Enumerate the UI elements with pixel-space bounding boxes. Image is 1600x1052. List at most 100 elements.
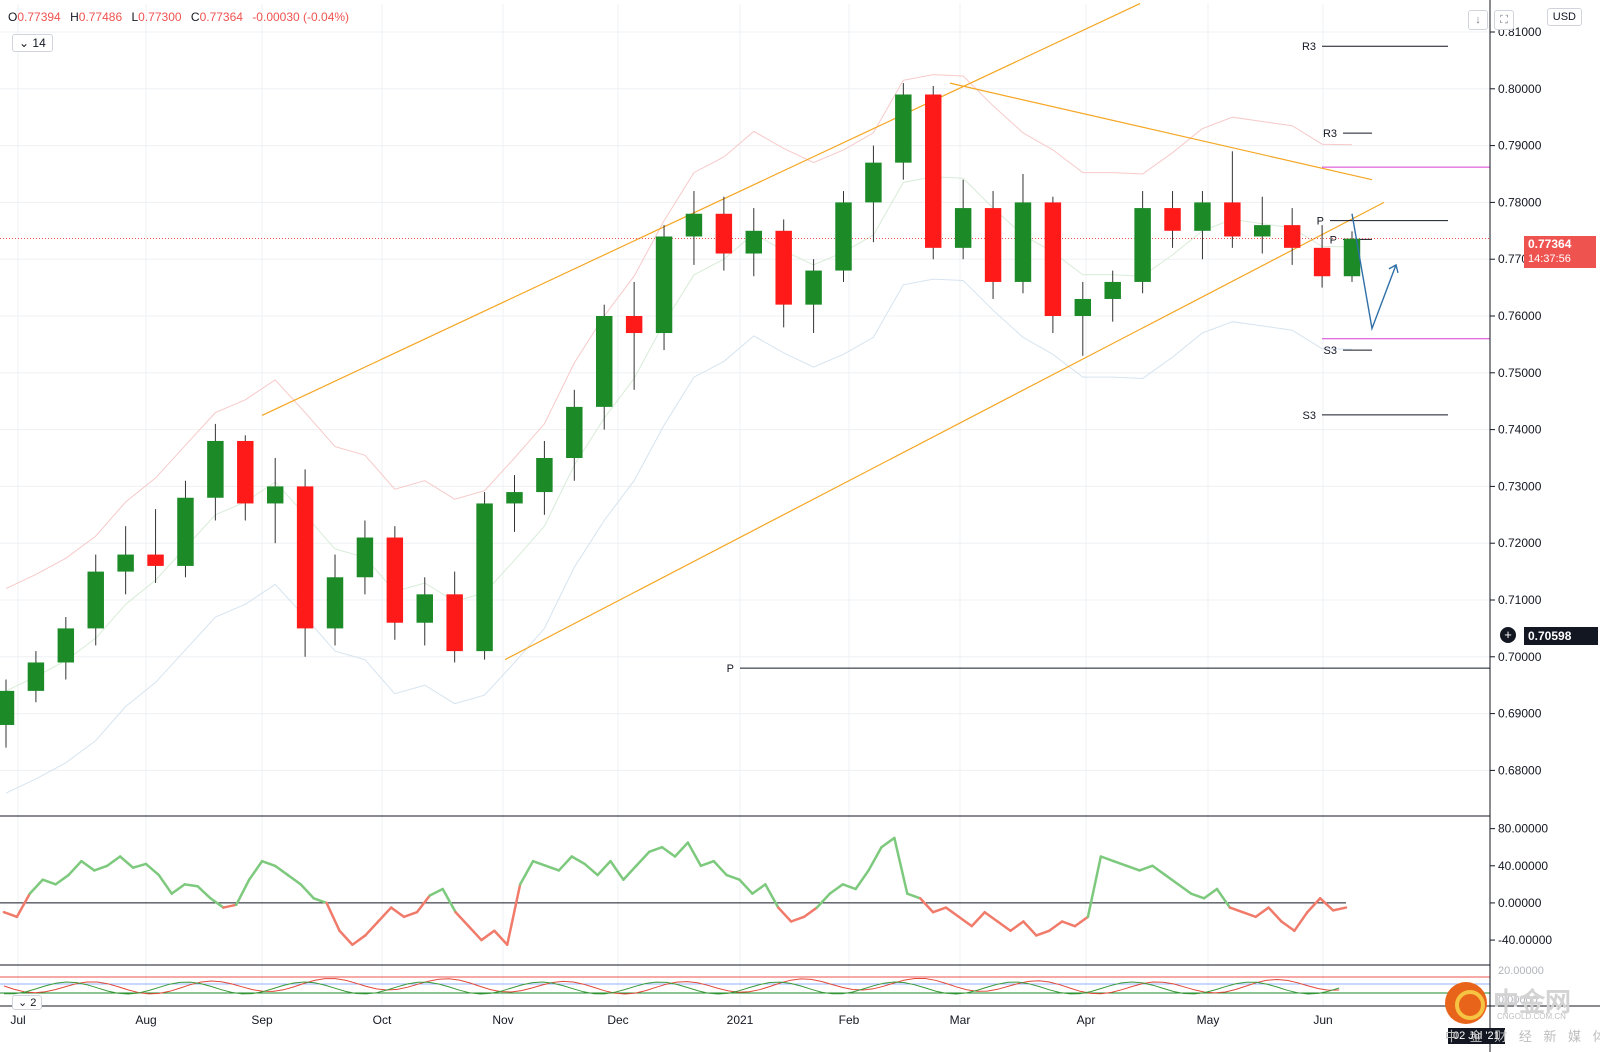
pivot-label: P — [1317, 216, 1324, 228]
candle-body — [625, 316, 643, 334]
osc-segment — [1306, 897, 1322, 914]
osc-tick-label: -40.00000 — [1498, 933, 1552, 947]
candle-body — [1134, 208, 1151, 282]
candle-body — [835, 202, 852, 271]
candle — [954, 179, 972, 260]
osc-segment — [480, 929, 496, 942]
osc-segment — [1254, 906, 1270, 919]
osc-segment — [841, 883, 857, 891]
osc-segment — [54, 873, 70, 886]
osc-segment — [1099, 855, 1115, 863]
osc-segment — [1138, 864, 1154, 872]
candle — [57, 617, 75, 680]
candle-body — [984, 208, 1002, 282]
osc-segment — [144, 862, 161, 877]
osc-segment — [312, 897, 328, 905]
osc-segment — [957, 915, 974, 928]
x-tick-label: May — [1197, 1013, 1220, 1027]
candle — [177, 480, 194, 578]
osc-segment — [609, 859, 625, 881]
currency-button[interactable]: USD — [1546, 8, 1582, 26]
osc-segment — [28, 878, 44, 895]
candles — [0, 83, 1361, 748]
candle-body — [1044, 202, 1062, 316]
candle-body — [27, 662, 45, 691]
osc-segment — [467, 924, 483, 942]
fullscreen-button[interactable]: ⛶ — [1494, 10, 1514, 30]
candle — [805, 259, 822, 334]
download-button[interactable]: ↓ — [1468, 10, 1488, 30]
open-label: O — [8, 10, 18, 24]
candle — [356, 520, 374, 595]
add-alert-button[interactable]: + — [1500, 627, 1516, 643]
osc-segment — [247, 859, 264, 881]
osc-segment — [93, 864, 109, 872]
osc-segment — [596, 859, 612, 877]
sub-indicator-period: 2 — [30, 997, 37, 1009]
osc-segment — [544, 864, 561, 872]
osc-segment — [118, 855, 135, 869]
y-tick-label: 0.72000 — [1498, 536, 1542, 550]
candle — [775, 219, 792, 328]
candle-body — [925, 94, 942, 248]
pivot-label: P — [727, 663, 734, 675]
sub-indicator-settings-button[interactable]: ⌄ 2 — [12, 995, 43, 1010]
candle — [27, 651, 45, 703]
x-tick-label: Feb — [839, 1013, 860, 1027]
osc-segment — [325, 901, 341, 933]
osc-segment — [1241, 910, 1257, 919]
osc-tick-label: 80.00000 — [1498, 822, 1548, 836]
candle-body — [1164, 208, 1181, 231]
indicator-settings-button[interactable]: ⌄ 14 — [12, 34, 53, 52]
osc-segment — [635, 850, 651, 868]
candle — [87, 554, 104, 646]
osc-segment — [789, 915, 806, 923]
osc-segment — [338, 929, 354, 946]
channel-lines — [261, 3, 1385, 661]
candle — [0, 679, 15, 748]
candle-body — [566, 406, 583, 458]
candle — [566, 389, 583, 481]
pivot-label: P — [1330, 234, 1337, 246]
candle-body — [147, 554, 164, 566]
candle — [925, 85, 942, 260]
channel-lower-line — [504, 201, 1385, 661]
candle-body — [805, 270, 822, 305]
candle — [625, 281, 643, 390]
y-tick-label: 0.75000 — [1498, 366, 1542, 380]
pivot-label: S3 — [1324, 345, 1337, 357]
candle — [865, 145, 882, 243]
candle-body — [326, 577, 344, 629]
pivot-label: S3 — [1303, 410, 1316, 422]
x-tick-label: Mar — [950, 1013, 971, 1027]
osc-segment — [583, 862, 599, 877]
sub-series-line — [3, 978, 1340, 995]
sub-series-line — [4, 981, 1340, 995]
candle-body — [1224, 202, 1241, 237]
osc-segment — [235, 878, 251, 907]
osc-segment — [454, 910, 470, 928]
osc-segment — [867, 845, 883, 872]
candle-body — [536, 458, 553, 493]
osc-segment — [1202, 887, 1219, 900]
x-tick-label: 2021 — [727, 1013, 754, 1027]
osc-segment — [131, 862, 148, 869]
candle — [835, 191, 852, 282]
y-tick-label: 0.71000 — [1498, 593, 1542, 607]
candle-body — [895, 94, 912, 163]
sub-tick-label: 0.00000 — [1498, 994, 1538, 1006]
change-value: -0.00030 (-0.04%) — [252, 10, 350, 24]
pivot-label: R3 — [1323, 128, 1337, 140]
osc-segment — [80, 859, 96, 872]
candle — [1313, 225, 1331, 288]
osc-segment — [389, 906, 406, 919]
candle — [237, 435, 254, 521]
candle — [207, 423, 224, 521]
osc-segment — [944, 906, 961, 919]
osc-segment — [67, 859, 83, 877]
osc-segment — [1215, 887, 1232, 909]
bands — [5, 74, 1353, 794]
candle-body — [1104, 281, 1121, 299]
